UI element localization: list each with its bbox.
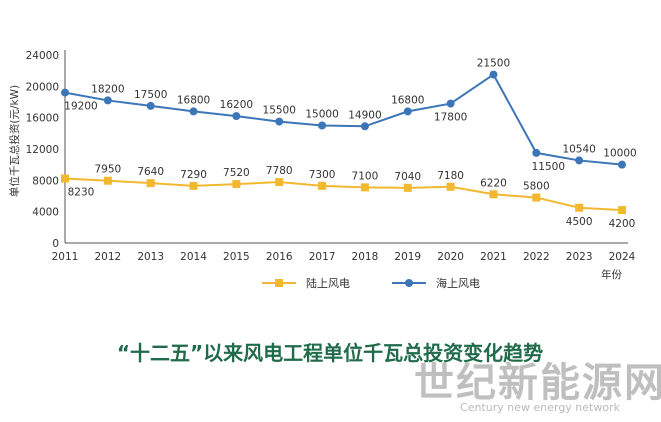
- x-tick-labels: 2011 2012 2013 2014 2015 2016 2017 2018 2019 2020…: [52, 251, 636, 263]
- data-label: 14900: [348, 109, 381, 121]
- data-label: 8230: [68, 187, 95, 199]
- watermark-text: 世纪新能源网: [414, 360, 661, 406]
- data-label: 10000: [603, 148, 636, 160]
- data-point: [189, 181, 198, 190]
- data-label: 16800: [177, 94, 210, 106]
- data-point: [232, 180, 241, 189]
- data-point: [61, 88, 69, 97]
- data-label: 15500: [263, 105, 296, 117]
- data-label: 21500: [477, 58, 510, 70]
- series-line: [64, 73, 623, 166]
- x-tick-label: 2018: [352, 251, 379, 263]
- data-label: 15000: [305, 109, 338, 121]
- data-label: 7950: [94, 164, 121, 176]
- data-point: [61, 174, 69, 183]
- y-tick-label: 8000: [32, 175, 59, 187]
- x-axis-title: 年份: [601, 268, 622, 281]
- data-point: [275, 117, 284, 126]
- data-label: 7300: [309, 169, 336, 181]
- y-tick-label: 12000: [26, 144, 59, 156]
- x-tick-label: 2020: [437, 251, 464, 263]
- data-point: [403, 183, 412, 192]
- legend-marker: [275, 279, 283, 287]
- legend-label: 海上风电: [436, 276, 480, 290]
- data-point: [446, 182, 455, 191]
- data-label: 7040: [394, 171, 421, 183]
- series-line: [64, 177, 623, 212]
- data-label: 17500: [134, 89, 167, 101]
- data-point: [360, 183, 369, 192]
- legend: 陆上风电 海上风电: [262, 276, 480, 290]
- axes: [64, 50, 628, 244]
- y-tick-label: 24000: [26, 50, 59, 62]
- data-point: [318, 181, 327, 190]
- y-tick-label: 20000: [26, 81, 59, 93]
- data-point: [232, 112, 241, 121]
- data-point: [360, 122, 369, 131]
- data-label: 16200: [220, 99, 253, 111]
- x-tick-label: 2011: [52, 251, 79, 263]
- data-label: 6220: [480, 177, 507, 189]
- data-point: [189, 107, 198, 116]
- legend-item: 海上风电: [392, 276, 480, 290]
- data-label: 7520: [223, 167, 250, 179]
- data-label: 18200: [91, 83, 124, 95]
- legend-marker: [405, 279, 413, 287]
- y-axis-title: 单位千瓦总投资(元/kW): [8, 85, 21, 197]
- x-tick-label: 2012: [94, 251, 121, 263]
- x-tick-label: 2024: [609, 251, 636, 263]
- data-point: [532, 193, 541, 202]
- data-label: 19200: [64, 101, 97, 113]
- x-tick-label: 2016: [266, 251, 293, 263]
- data-point: [489, 190, 498, 199]
- data-point: [618, 206, 626, 215]
- series-group: 8230 7950 7640 7290 7520 7780 7300 7100 7040 7180…: [61, 58, 637, 230]
- data-point: [532, 148, 541, 157]
- data-point: [103, 176, 112, 185]
- x-tick-label: 2017: [309, 251, 336, 263]
- data-label: 7780: [266, 165, 293, 177]
- data-label: 7100: [352, 170, 379, 182]
- x-tick-label: 2021: [480, 251, 507, 263]
- legend-label: 陆上风电: [306, 276, 350, 290]
- data-point: [489, 70, 498, 79]
- x-tick-label: 2013: [137, 251, 164, 263]
- y-tick-label: 4000: [32, 207, 59, 219]
- data-label: 5800: [523, 181, 550, 193]
- watermark-subtext: Century new energy network: [460, 401, 621, 414]
- data-point: [575, 203, 584, 212]
- x-tick-label: 2014: [180, 251, 207, 263]
- data-point: [275, 178, 284, 187]
- y-tick-label: 0: [52, 238, 59, 250]
- data-label: 7290: [180, 169, 207, 181]
- series-offshore: 19200 18200 17500 16800 16200 15500 15000 14900…: [61, 58, 637, 173]
- data-point: [318, 121, 327, 130]
- data-point: [618, 160, 626, 169]
- data-label: 17800: [434, 112, 467, 124]
- data-point: [575, 156, 584, 165]
- x-tick-label: 2022: [523, 251, 550, 263]
- series-onshore: 8230 7950 7640 7290 7520 7780 7300 7100 7040 7180…: [61, 164, 635, 230]
- x-tick-label: 2019: [394, 251, 421, 263]
- data-label: 7180: [437, 170, 464, 182]
- chart-title: “十二五”以来风电工程单位千瓦总投资变化趋势: [117, 341, 543, 365]
- data-point: [146, 179, 155, 188]
- data-label: 4500: [566, 216, 593, 228]
- data-label: 11500: [532, 161, 565, 173]
- data-label: 16800: [391, 94, 424, 106]
- data-label: 10540: [562, 143, 595, 155]
- data-point: [146, 101, 155, 110]
- x-tick-label: 2015: [223, 251, 250, 263]
- data-point: [446, 99, 455, 108]
- legend-item: 陆上风电: [262, 276, 350, 290]
- x-tick-label: 2023: [566, 251, 593, 263]
- data-label: 4200: [609, 218, 636, 230]
- y-tick-label: 16000: [26, 113, 59, 125]
- data-point: [403, 107, 412, 116]
- data-point: [103, 96, 112, 105]
- y-tick-labels: 0 4000 8000 12000 16000 20000 24000: [26, 50, 59, 250]
- data-label: 7640: [137, 166, 164, 178]
